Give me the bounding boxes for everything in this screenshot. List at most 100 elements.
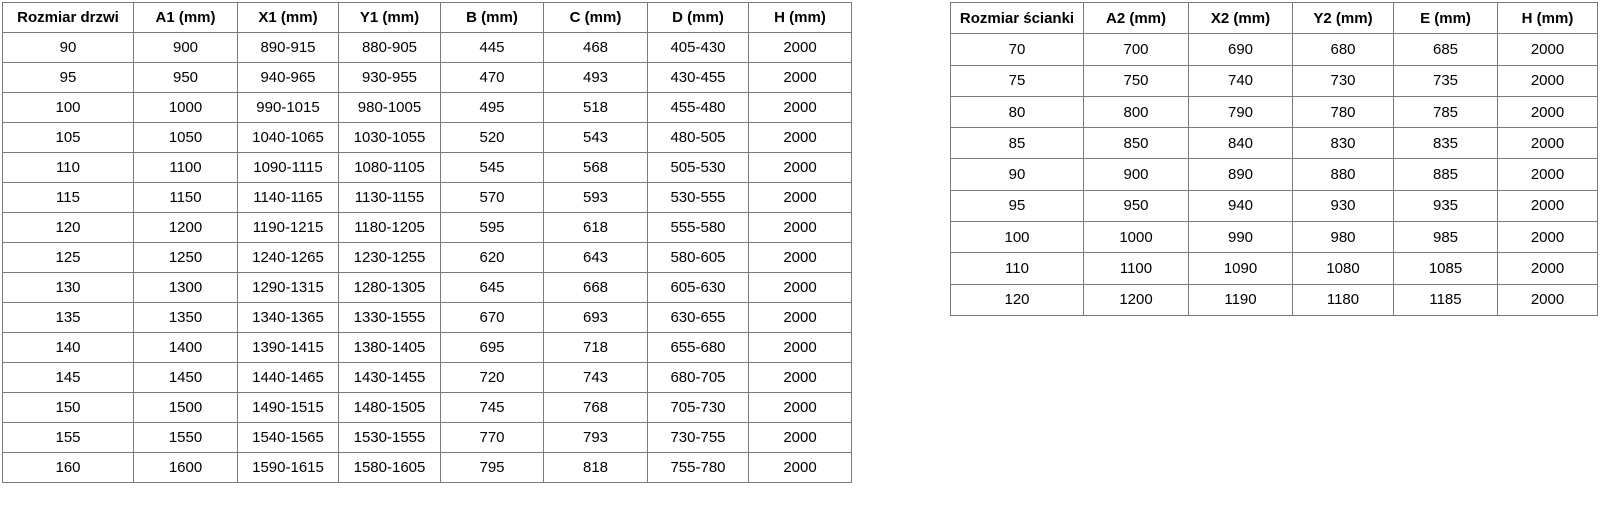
table-row: 85 850 840 830 835 2000: [950, 127, 1598, 160]
table-cell: 900: [133, 32, 238, 63]
table-cell: 110: [950, 252, 1084, 285]
table-cell: 100: [2, 92, 134, 123]
table-cell: 1450: [133, 362, 238, 393]
table-cell: 700: [1083, 33, 1189, 66]
table-row: 130 1300 1290-1315 1280-1305 645 668 605-630 20…: [2, 272, 852, 303]
column-header: Rozmiar drzwi: [2, 2, 134, 33]
table-cell: 130: [2, 272, 134, 303]
table-cell: 1090: [1188, 252, 1293, 285]
table-cell: 680: [1292, 33, 1394, 66]
table-cell: 990-1015: [237, 92, 339, 123]
table-cell: 1350: [133, 302, 238, 333]
table-cell: 2000: [748, 362, 852, 393]
table-cell: 1580-1605: [338, 452, 441, 483]
table-cell: 940: [1188, 189, 1293, 223]
table-cell: 655-680: [647, 332, 749, 363]
table-cell: 2000: [748, 422, 852, 453]
column-header: Y1 (mm): [338, 2, 441, 33]
table-cell: 695: [440, 332, 544, 363]
table-cell: 140: [2, 332, 134, 363]
table-row: 125 1250 1240-1265 1230-1255 620 643 580-605 20…: [2, 242, 852, 273]
table-cell: 493: [543, 62, 648, 93]
table-cell: 2000: [748, 332, 852, 363]
table-cell: 1490-1515: [237, 392, 339, 423]
table-cell: 850: [1083, 127, 1189, 160]
table-cell: 580-605: [647, 242, 749, 273]
table-row: 155 1550 1540-1565 1530-1555 770 793 730-755 20…: [2, 422, 852, 453]
table-cell: 1180-1205: [338, 212, 441, 243]
table-cell: 530-555: [647, 182, 749, 213]
table-row: 120 1200 1190 1180 1185 2000: [950, 283, 1598, 316]
table-cell: 730-755: [647, 422, 749, 453]
table-cell: 1250: [133, 242, 238, 273]
table-cell: 445: [440, 32, 544, 63]
table-cell: 900: [1083, 158, 1189, 191]
table-cell: 2000: [1497, 221, 1598, 254]
table-cell: 795: [440, 452, 544, 483]
wall-dimensions-table: Rozmiar ścianki A2 (mm) X2 (mm) Y2 (mm) E (m…: [950, 1, 1598, 316]
table-cell: 568: [543, 152, 648, 183]
table-cell: 985: [1393, 221, 1498, 254]
table-cell: 1050: [133, 122, 238, 153]
table-cell: 718: [543, 332, 648, 363]
table-cell: 1280-1305: [338, 272, 441, 303]
table-cell: 790: [1188, 95, 1293, 129]
table-cell: 145: [2, 362, 134, 393]
table-cell: 2000: [748, 32, 852, 63]
table-cell: 2000: [1497, 33, 1598, 66]
table-cell: 1100: [133, 152, 238, 183]
table-cell: 2000: [748, 242, 852, 273]
table-cell: 685: [1393, 33, 1498, 66]
table-cell: 1180: [1292, 283, 1394, 316]
table-cell: 620: [440, 242, 544, 273]
table-cell: 160: [2, 452, 134, 483]
table-cell: 2000: [748, 302, 852, 333]
table-row: 150 1500 1490-1515 1480-1505 745 768 705-730 20…: [2, 392, 852, 423]
column-header: X2 (mm): [1188, 1, 1293, 35]
table-cell: 1330-1555: [338, 302, 441, 333]
table-cell: 2000: [748, 92, 852, 123]
table-cell: 150: [2, 392, 134, 423]
table-cell: 405-430: [647, 32, 749, 63]
table-cell: 1500: [133, 392, 238, 423]
table-cell: 930-955: [338, 62, 441, 93]
column-header: Y2 (mm): [1292, 1, 1394, 35]
table-cell: 2000: [1497, 95, 1598, 129]
table-cell: 1185: [1393, 283, 1498, 316]
table-cell: 693: [543, 302, 648, 333]
table-cell: 80: [950, 95, 1084, 129]
table-cell: 1100: [1083, 252, 1189, 285]
table-cell: 480-505: [647, 122, 749, 153]
column-header: B (mm): [440, 2, 544, 33]
table-cell: 745: [440, 392, 544, 423]
table-cell: 95: [2, 62, 134, 93]
table-cell: 2000: [1497, 252, 1598, 285]
table-row: 135 1350 1340-1365 1330-1555 670 693 630-655 20…: [2, 302, 852, 333]
table-cell: 70: [950, 33, 1084, 66]
table-row: 75 750 740 730 735 2000: [950, 64, 1598, 97]
table-row: 95 950 940-965 930-955 470 493 430-455 2000: [2, 62, 852, 93]
table-cell: 2000: [748, 452, 852, 483]
table-row: 110 1100 1090 1080 1085 2000: [950, 252, 1598, 285]
table-cell: 545: [440, 152, 544, 183]
table-cell: 518: [543, 92, 648, 123]
table-cell: 735: [1393, 64, 1498, 97]
table-cell: 780: [1292, 95, 1394, 129]
table-cell: 880-905: [338, 32, 441, 63]
table-cell: 668: [543, 272, 648, 303]
table-cell: 570: [440, 182, 544, 213]
table-row: 140 1400 1390-1415 1380-1405 695 718 655-680 20…: [2, 332, 852, 363]
table-row: 90 900 890-915 880-905 445 468 405-430 2000: [2, 32, 852, 63]
table-cell: 1400: [133, 332, 238, 363]
table-cell: 800: [1083, 95, 1189, 129]
table-cell: 605-630: [647, 272, 749, 303]
column-header: X1 (mm): [237, 2, 339, 33]
table-row: 90 900 890 880 885 2000: [950, 158, 1598, 191]
table-cell: 505-530: [647, 152, 749, 183]
table-cell: 95: [950, 189, 1084, 223]
table-cell: 135: [2, 302, 134, 333]
table-cell: 2000: [748, 152, 852, 183]
table-cell: 643: [543, 242, 648, 273]
table-cell: 1000: [1083, 221, 1189, 254]
